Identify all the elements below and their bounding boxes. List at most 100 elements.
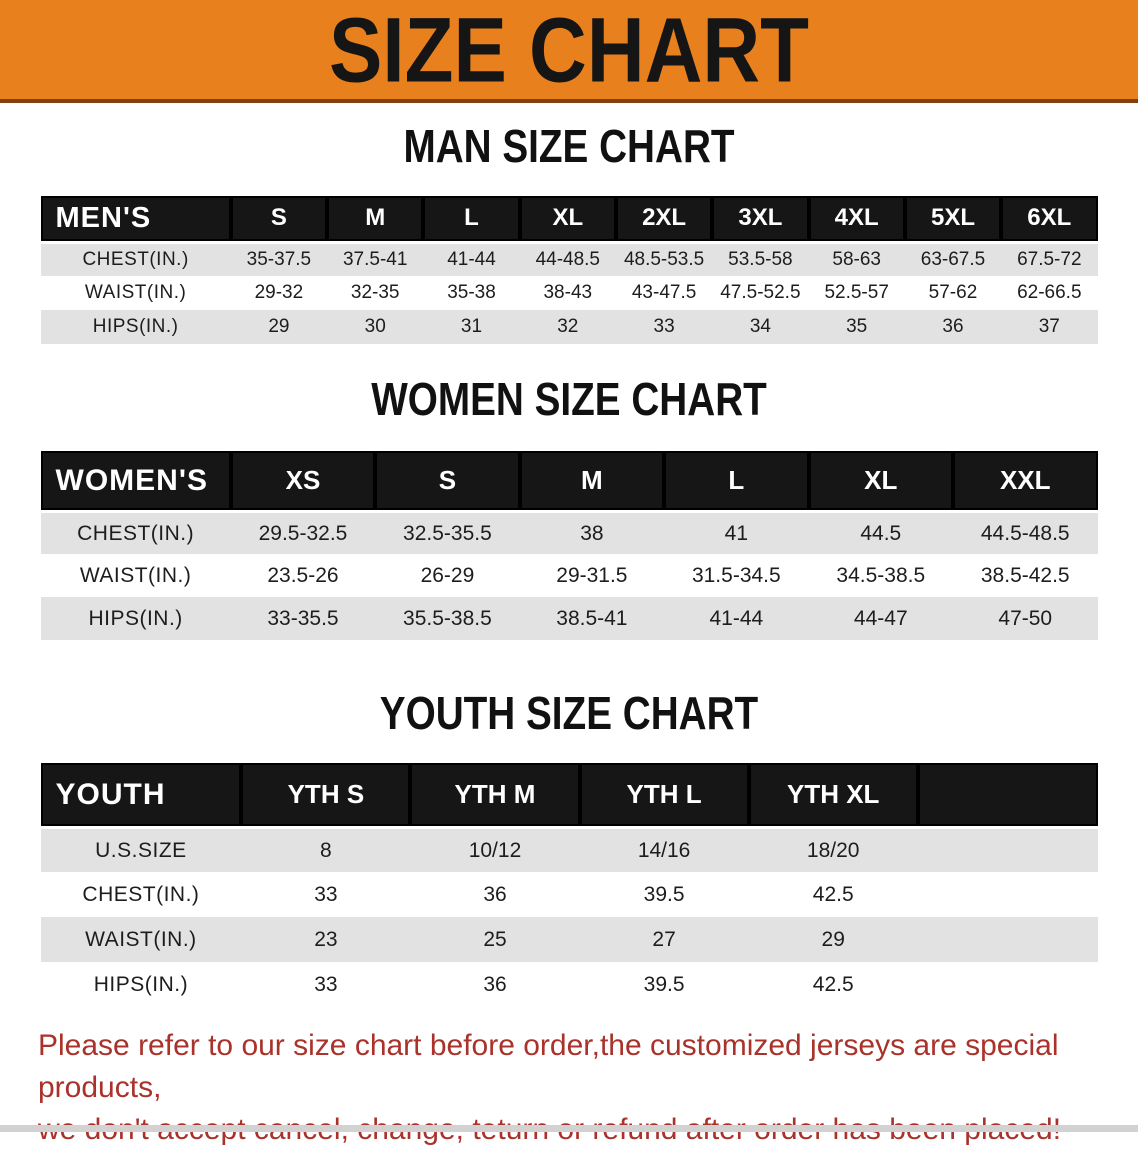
disclaimer: Please refer to our size chart before or… xyxy=(38,1025,1104,1151)
size-value-cell: 35.5-38.5 xyxy=(375,597,520,641)
men-size-chart-heading: MAN SIZE CHART xyxy=(403,121,735,173)
size-value-cell: 29-31.5 xyxy=(556,563,628,587)
size-value-cell: 43-47.5 xyxy=(631,282,697,304)
size-chart-section-youth: YOUTH SIZE CHART YOUTH YTH S YTH M YTH L YTH … xyxy=(0,640,1138,1007)
size-value-cell: 32.5-35.5 xyxy=(375,511,520,555)
youth-size-chart-heading: YOUTH SIZE CHART xyxy=(379,688,759,741)
size-value-cell: 47.5-52.5 xyxy=(720,282,801,304)
size-value-cell: 18/20 xyxy=(748,827,918,873)
size-value-cell: 29-32 xyxy=(254,282,304,304)
size-column-header: 2XL xyxy=(615,196,713,244)
filler-cell xyxy=(918,962,1098,1007)
size-value-cell: 27 xyxy=(579,917,749,963)
size-value-cell: 39.5 xyxy=(643,882,685,906)
filler-cell xyxy=(918,872,1098,917)
size-column-header: S xyxy=(375,451,520,513)
measurement-row: CHEST(IN.) 33 36 39.5 42.5 xyxy=(41,872,1098,917)
size-value-cell: 38.5-41 xyxy=(519,597,665,641)
measurement-row: HIPS(IN.) 29 30 31 32 33 34 35 36 37 xyxy=(40,310,1098,345)
filler-cell xyxy=(917,917,1098,963)
youth-table-title: YOUTH xyxy=(40,763,242,829)
measurement-label: CHEST(IN.) xyxy=(40,511,231,555)
size-value-cell: 36 xyxy=(904,310,1002,345)
size-column-header: S xyxy=(230,196,328,244)
size-chart-banner: SIZE CHART xyxy=(0,0,1138,103)
size-value-cell: 67.5-72 xyxy=(1001,242,1098,277)
size-value-cell: 23 xyxy=(241,917,411,963)
size-value-cell: 33 xyxy=(314,882,338,906)
size-column-header: 5XL xyxy=(904,196,1002,244)
size-value-cell: 29.5-32.5 xyxy=(230,511,376,555)
filler-cell xyxy=(917,827,1098,873)
measurement-row: CHEST(IN.) 29.5-32.5 32.5-35.5 38 41 44.5 44.5… xyxy=(40,511,1098,555)
size-column-header: 4XL xyxy=(808,196,905,244)
measurement-label: WAIST(IN.) xyxy=(79,563,192,587)
size-value-cell: 10/12 xyxy=(410,827,580,873)
size-value-cell: 44-47 xyxy=(808,597,954,641)
size-value-cell: 36 xyxy=(483,882,507,906)
measurement-label: HIPS(IN.) xyxy=(40,597,231,641)
size-column-header: L xyxy=(664,451,809,513)
size-value-cell: 34.5-38.5 xyxy=(836,563,926,587)
measurement-row: HIPS(IN.) 33 36 39.5 42.5 xyxy=(41,962,1098,1007)
measurement-row: CHEST(IN.) 35-37.5 37.5-41 41-44 44-48.5 48.5… xyxy=(40,242,1098,277)
size-column-header: YTH XL xyxy=(748,763,918,829)
women-size-chart-heading: WOMEN SIZE CHART xyxy=(371,374,767,427)
size-value-cell: 35 xyxy=(808,310,905,345)
banner-title: SIZE CHART xyxy=(329,0,809,102)
size-value-cell: 63-67.5 xyxy=(904,242,1002,277)
size-value-cell: 32 xyxy=(519,310,616,345)
measurement-row: WAIST(IN.) 29-32 32-35 35-38 38-43 43-47.5 47.… xyxy=(41,276,1098,310)
size-value-cell: 38 xyxy=(519,511,665,555)
size-column-header: M xyxy=(519,451,665,513)
size-chart-section-men: MAN SIZE CHART MEN'S S M L XL 2XL 3XL 4XL 5XL 6XL C… xyxy=(0,103,1138,345)
size-value-cell: 31 xyxy=(423,310,520,345)
size-value-cell: 62-66.5 xyxy=(1017,282,1082,304)
size-value-cell: 29 xyxy=(230,310,328,345)
size-value-cell: 37.5-41 xyxy=(327,242,424,277)
size-value-cell: 25 xyxy=(410,917,580,963)
size-value-cell: 32-35 xyxy=(350,282,400,304)
measurement-label: WAIST(IN.) xyxy=(84,282,187,304)
size-value-cell: 52.5-57 xyxy=(824,282,889,304)
size-value-cell: 36 xyxy=(483,972,507,996)
size-value-cell: 58-63 xyxy=(808,242,905,277)
size-value-cell: 35-38 xyxy=(447,282,496,304)
table-header-row: WOMEN'S XS S M L XL XXL xyxy=(40,451,1098,513)
size-value-cell: 44-48.5 xyxy=(519,242,616,277)
size-column-header: L xyxy=(423,196,520,244)
size-column-header: 6XL xyxy=(1001,196,1098,244)
size-value-cell: 42.5 xyxy=(812,882,854,906)
size-value-cell: 47-50 xyxy=(953,597,1098,641)
size-value-cell: 38-43 xyxy=(543,282,593,304)
size-column-header: M xyxy=(327,196,424,244)
measurement-label: WAIST(IN.) xyxy=(40,917,242,963)
women-table-title: WOMEN'S xyxy=(40,451,231,513)
size-value-cell: 26-29 xyxy=(420,563,475,587)
size-value-cell: 35-37.5 xyxy=(230,242,328,277)
size-value-cell: 38.5-42.5 xyxy=(980,563,1070,587)
size-value-cell: 57-62 xyxy=(928,282,978,304)
table-header-row: YOUTH YTH S YTH M YTH L YTH XL xyxy=(40,763,1098,829)
measurement-row: WAIST(IN.) 23 25 27 29 xyxy=(40,917,1098,963)
men-table-title: MEN'S xyxy=(40,196,231,244)
disclaimer-line-1: Please refer to our size chart before or… xyxy=(38,1029,1059,1105)
size-value-cell: 44.5 xyxy=(808,511,954,555)
size-value-cell: 48.5-53.5 xyxy=(615,242,713,277)
size-column-header: YTH M xyxy=(410,763,580,829)
size-value-cell: 33 xyxy=(615,310,713,345)
measurement-label: CHEST(IN.) xyxy=(40,242,231,277)
measurement-label: CHEST(IN.) xyxy=(82,882,200,906)
size-value-cell: 30 xyxy=(327,310,424,345)
size-column-header: XL xyxy=(519,196,616,244)
size-value-cell: 14/16 xyxy=(579,827,749,873)
size-value-cell: 29 xyxy=(748,917,918,963)
size-sections: MAN SIZE CHART MEN'S S M L XL 2XL 3XL 4XL 5XL 6XL C… xyxy=(0,103,1138,1007)
size-value-cell: 44.5-48.5 xyxy=(953,511,1098,555)
size-column-header: XL xyxy=(808,451,954,513)
measurement-label: HIPS(IN.) xyxy=(40,310,231,345)
size-value-cell: 31.5-34.5 xyxy=(691,563,781,587)
size-column-header: XXL xyxy=(953,451,1098,513)
size-value-cell: 33 xyxy=(314,972,338,996)
measurement-row: HIPS(IN.) 33-35.5 35.5-38.5 38.5-41 41-44 44-… xyxy=(40,597,1098,641)
